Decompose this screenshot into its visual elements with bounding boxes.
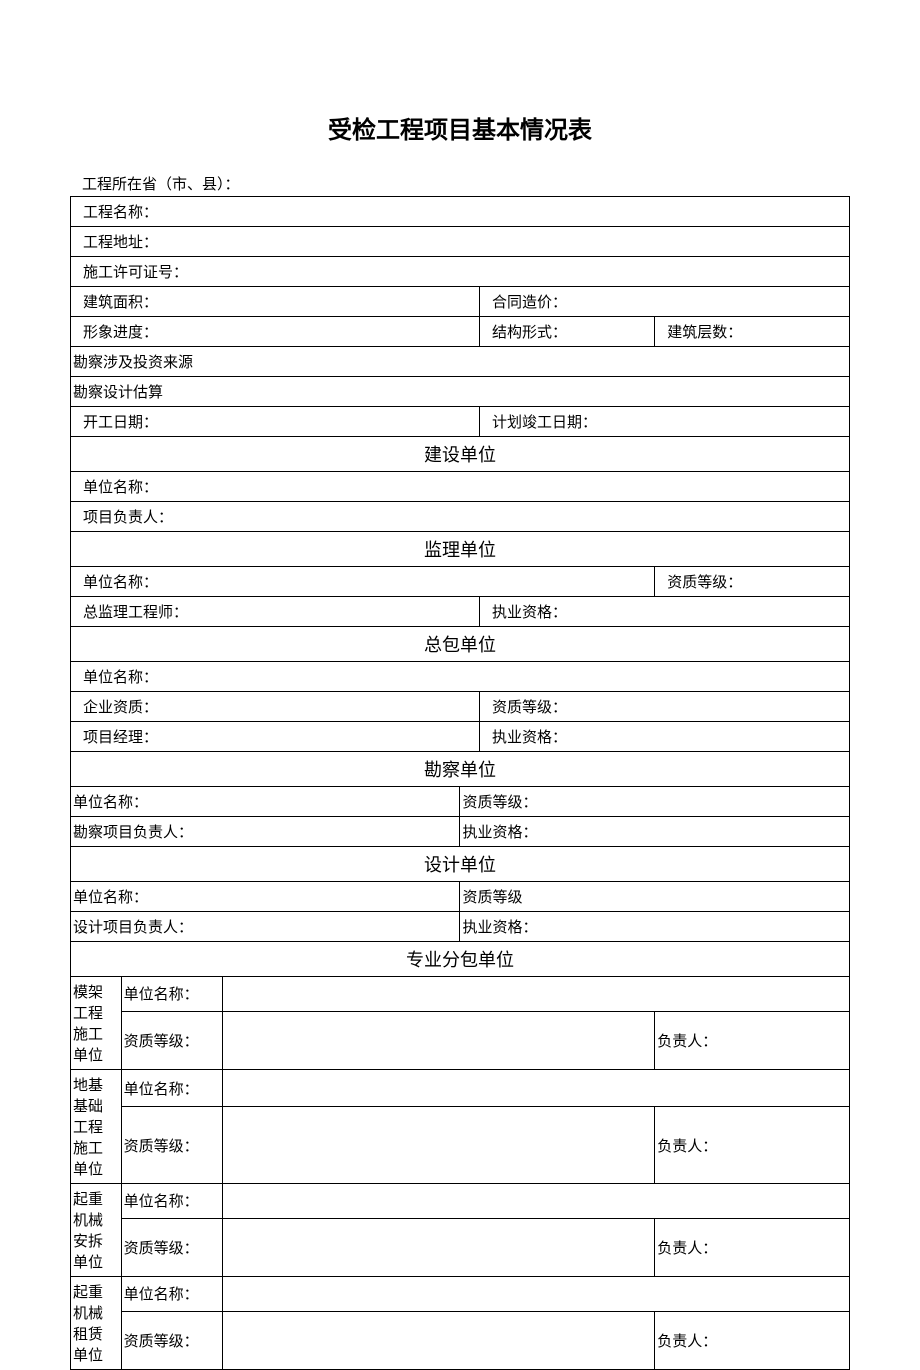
- sub-leader-label: 负责人：: [655, 1011, 850, 1069]
- progress-label: 形象进度：: [71, 317, 480, 347]
- table-row: 资质等级： 负责人：: [71, 1218, 850, 1276]
- sub-leader-label: 负责人：: [655, 1107, 850, 1184]
- sub4-label: 起重机械租赁单位: [71, 1277, 122, 1370]
- table-row: 模架工程施工单位 单位名称：: [71, 977, 850, 1012]
- practice-qual-label: 执业资格：: [460, 817, 850, 847]
- empty-cell: [222, 1218, 654, 1276]
- table-row: 施工许可证号：: [71, 257, 850, 287]
- contract-price-label: 合同造价：: [479, 287, 849, 317]
- table-row: 形象进度： 结构形式： 建筑层数：: [71, 317, 850, 347]
- empty-cell: [222, 1277, 849, 1312]
- table-row: 勘察项目负责人： 执业资格：: [71, 817, 850, 847]
- empty-cell: [222, 1011, 654, 1069]
- design-unit-header: 设计单位: [71, 847, 850, 882]
- unit-name-label: 单位名称：: [71, 882, 460, 912]
- sub-leader-label: 负责人：: [655, 1218, 850, 1276]
- table-row: 专业分包单位: [71, 942, 850, 977]
- sub-qual-level-label: 资质等级：: [121, 1011, 222, 1069]
- start-date-label: 开工日期：: [71, 407, 480, 437]
- enterprise-qual-label: 企业资质：: [71, 692, 480, 722]
- page: 受检工程项目基本情况表 工程所在省（市、县）： 工程名称： 工程地址： 施工许可…: [0, 0, 920, 1370]
- table-row: 设计单位: [71, 847, 850, 882]
- supervise-header: 监理单位: [71, 532, 850, 567]
- sub-leader-label: 负责人：: [655, 1311, 850, 1369]
- empty-cell: [222, 977, 849, 1012]
- empty-cell: [222, 1311, 654, 1369]
- sub-qual-level-label: 资质等级：: [121, 1107, 222, 1184]
- sub1-label: 模架工程施工单位: [71, 977, 122, 1070]
- project-address-label: 工程地址：: [71, 227, 850, 257]
- table-row: 单位名称： 资质等级：: [71, 567, 850, 597]
- table-row: 起重机械安拆单位 单位名称：: [71, 1184, 850, 1219]
- page-title: 受检工程项目基本情况表: [70, 110, 850, 145]
- practice-qual-label: 执业资格：: [479, 722, 849, 752]
- table-row: 监理单位: [71, 532, 850, 567]
- sub-unit-name-label: 单位名称：: [121, 1184, 222, 1219]
- table-row: 勘察设计估算: [71, 377, 850, 407]
- table-row: 单位名称： 资质等级: [71, 882, 850, 912]
- table-row: 总包单位: [71, 627, 850, 662]
- table-row: 起重机械租赁单位 单位名称：: [71, 1277, 850, 1312]
- sub-qual-level-label: 资质等级：: [121, 1311, 222, 1369]
- table-row: 地基基础工程施工单位 单位名称：: [71, 1070, 850, 1107]
- table-row: 资质等级： 负责人：: [71, 1011, 850, 1069]
- project-name-label: 工程名称：: [71, 197, 850, 227]
- table-row: 工程地址：: [71, 227, 850, 257]
- table-row: 工程名称：: [71, 197, 850, 227]
- table-row: 勘察单位: [71, 752, 850, 787]
- sub2-label: 地基基础工程施工单位: [71, 1070, 122, 1184]
- subcontract-header: 专业分包单位: [71, 942, 850, 977]
- build-area-label: 建筑面积：: [71, 287, 480, 317]
- unit-name-label: 单位名称：: [71, 567, 655, 597]
- sub-unit-name-label: 单位名称：: [121, 977, 222, 1012]
- empty-cell: [222, 1107, 654, 1184]
- table-row: 资质等级： 负责人：: [71, 1311, 850, 1369]
- qual-level-label: 资质等级：: [460, 787, 850, 817]
- table-row: 项目负责人：: [71, 502, 850, 532]
- empty-cell: [222, 1184, 849, 1219]
- structure-type-label: 结构形式：: [479, 317, 654, 347]
- table-row: 建设单位: [71, 437, 850, 472]
- proj-manager-label: 项目经理：: [71, 722, 480, 752]
- unit-name-label: 单位名称：: [71, 787, 460, 817]
- empty-cell: [222, 1070, 849, 1107]
- table-row: 单位名称：: [71, 472, 850, 502]
- qual-level-label: 资质等级：: [479, 692, 849, 722]
- plan-end-date-label: 计划竣工日期：: [479, 407, 849, 437]
- unit-name-label: 单位名称：: [71, 662, 850, 692]
- qual-level-label: 资质等级: [460, 882, 850, 912]
- table-row: 设计项目负责人： 执业资格：: [71, 912, 850, 942]
- table-row: 单位名称： 资质等级：: [71, 787, 850, 817]
- form-table: 工程名称： 工程地址： 施工许可证号： 建筑面积： 合同造价： 形象进度： 结构…: [70, 196, 850, 1370]
- chief-supervisor-label: 总监理工程师：: [71, 597, 480, 627]
- practice-qual-label: 执业资格：: [479, 597, 849, 627]
- table-row: 开工日期： 计划竣工日期：: [71, 407, 850, 437]
- table-row: 项目经理： 执业资格：: [71, 722, 850, 752]
- location-line: 工程所在省（市、县）：: [70, 173, 850, 194]
- build-unit-header: 建设单位: [71, 437, 850, 472]
- table-row: 单位名称：: [71, 662, 850, 692]
- sub-unit-name-label: 单位名称：: [121, 1277, 222, 1312]
- sub-qual-level-label: 资质等级：: [121, 1218, 222, 1276]
- sub3-label: 起重机械安拆单位: [71, 1184, 122, 1277]
- table-row: 建筑面积： 合同造价：: [71, 287, 850, 317]
- survey-invest-label: 勘察涉及投资来源: [71, 347, 850, 377]
- survey-estimate-label: 勘察设计估算: [71, 377, 850, 407]
- design-proj-leader-label: 设计项目负责人：: [71, 912, 460, 942]
- unit-name-label: 单位名称：: [71, 472, 850, 502]
- table-row: 勘察涉及投资来源: [71, 347, 850, 377]
- permit-no-label: 施工许可证号：: [71, 257, 850, 287]
- table-row: 资质等级： 负责人：: [71, 1107, 850, 1184]
- sub-unit-name-label: 单位名称：: [121, 1070, 222, 1107]
- qual-level-label: 资质等级：: [655, 567, 850, 597]
- table-row: 企业资质： 资质等级：: [71, 692, 850, 722]
- floors-label: 建筑层数：: [655, 317, 850, 347]
- proj-leader-label: 项目负责人：: [71, 502, 850, 532]
- survey-unit-header: 勘察单位: [71, 752, 850, 787]
- general-contractor-header: 总包单位: [71, 627, 850, 662]
- practice-qual-label: 执业资格：: [460, 912, 850, 942]
- table-row: 总监理工程师： 执业资格：: [71, 597, 850, 627]
- survey-proj-leader-label: 勘察项目负责人：: [71, 817, 460, 847]
